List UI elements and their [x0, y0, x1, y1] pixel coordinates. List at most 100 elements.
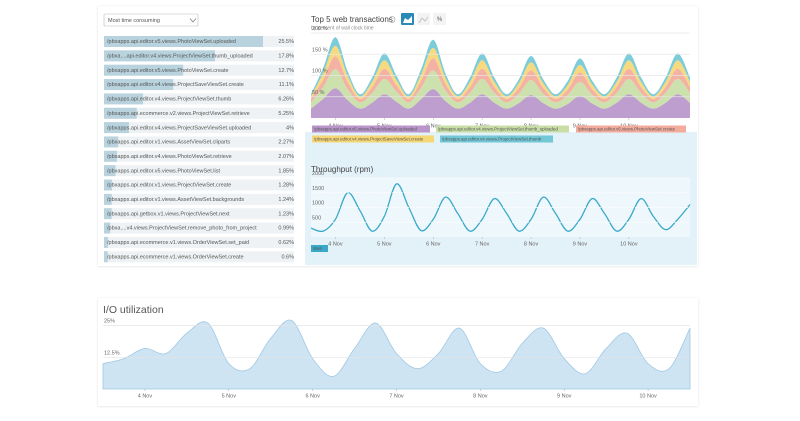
transaction-name[interactable]: /pbxapps.api.editor.v4.views.ProjectView…	[107, 97, 231, 103]
value-label: 2.07%	[278, 154, 294, 160]
area	[102, 319, 691, 390]
y-tick-label: 1500	[312, 186, 324, 192]
transaction-name[interactable]: /pbxapps.api.editor.v4.views.ProjectSave…	[107, 125, 251, 131]
value-label: 0.99%	[278, 226, 294, 232]
transaction-name[interactable]: /pbxapps.api.editor.v5.views.PhotoViewSe…	[107, 168, 220, 174]
row-bg	[104, 150, 294, 162]
row-bg	[104, 79, 294, 91]
bar	[104, 64, 184, 76]
help-icon[interactable]	[388, 16, 396, 23]
value-label: 1.85%	[278, 168, 294, 174]
legend-chip[interactable]	[312, 125, 430, 133]
area	[311, 88, 690, 118]
y-tick-label: 12.5%	[104, 350, 120, 356]
icon: %	[437, 17, 443, 23]
x-tick-label: 6 Nov	[426, 241, 441, 247]
y-tick-label: 1000	[312, 201, 324, 207]
legend-label[interactable]: /pbxapps.api.editor.v4.views.ProjectView…	[438, 126, 558, 131]
transaction-name[interactable]: /pbxapps.api.editor.v1.views.AssetViewSe…	[107, 140, 230, 146]
x-tick-label: 9 Nov	[557, 393, 572, 399]
x-tick-label: 8 Nov	[473, 393, 488, 399]
transaction-name[interactable]: /pbxapps.api.ecommerce.v1.views.OrderVie…	[107, 240, 249, 246]
transaction-name[interactable]: /pbxapps.api.editor.v1.views.ProjectView…	[107, 183, 231, 189]
y-tick-label: 200 %	[312, 26, 328, 32]
chart-title: Throughput (rpm)	[311, 165, 374, 174]
row-bg	[104, 222, 294, 234]
row-bg	[104, 236, 294, 248]
value-label: 1.28%	[278, 183, 294, 189]
y-tick-label: 150 %	[312, 47, 328, 53]
legend-chip[interactable]	[440, 135, 553, 143]
dropdown-label[interactable]: Most time consuming	[108, 18, 160, 24]
bar	[104, 179, 112, 191]
x-tick-label: 10 Nov	[639, 393, 657, 399]
legend-label[interactable]: /pbxapps.api.editor.v5.views.PhotoViewSe…	[314, 126, 417, 131]
transaction-name[interactable]: /pbxapps.api.ecommerce.v1.views.OrderVie…	[107, 254, 244, 260]
y-tick-label: 100 %	[312, 69, 328, 75]
bar	[104, 50, 215, 62]
bar	[104, 93, 144, 105]
row-bg	[104, 251, 294, 263]
value-label: 11.1%	[279, 82, 294, 88]
transaction-name[interactable]: /pbxapps.api.editor.v1.views.AssetViewSe…	[107, 197, 244, 203]
bar	[104, 236, 108, 248]
value-label: 4%	[286, 125, 294, 131]
bar	[104, 107, 137, 119]
legend-label[interactable]: /pbxapps.api.editor.v4.views.ProjectSave…	[314, 136, 424, 141]
value-label: 17.8%	[278, 54, 294, 60]
area	[311, 56, 690, 103]
view-button[interactable]	[401, 13, 414, 25]
value-label: 1.23%	[278, 211, 294, 217]
bar	[104, 251, 108, 263]
value-label: 12.7%	[278, 68, 294, 74]
row-bg	[104, 165, 294, 177]
dropdown[interactable]	[103, 13, 199, 27]
icon	[403, 16, 412, 23]
transaction-name[interactable]: /pbxapps.api.editor.v4.views.ProjectSave…	[107, 82, 244, 88]
value-label: 0.62%	[278, 240, 294, 246]
bar	[104, 136, 119, 148]
row-bg	[104, 136, 294, 148]
x-tick-label: 6 Nov	[305, 393, 320, 399]
icon	[418, 16, 429, 24]
row-bg	[104, 193, 294, 205]
x-tick-label: 4 Nov	[138, 393, 153, 399]
row-bg	[104, 179, 294, 191]
x-tick-label: 6 Nov	[426, 123, 441, 129]
row-bg	[104, 107, 294, 119]
x-tick-label: 4 Nov	[328, 241, 343, 247]
row-bg	[104, 64, 294, 76]
view-button[interactable]	[433, 13, 446, 25]
chart-subtitle: by percent of wall clock time	[311, 25, 374, 31]
legend-label[interactable]: Web	[313, 246, 323, 251]
x-tick-label: 7 Nov	[475, 241, 490, 247]
bar	[104, 36, 263, 47]
transaction-name[interactable]: /pbxapps.api.getbox.v1.views.ProjectView…	[107, 211, 230, 217]
transaction-name[interactable]: /pbxapps.api.editor.v5.views.PhotoViewSe…	[107, 39, 236, 45]
x-tick-label: 5 Nov	[222, 393, 237, 399]
transaction-name[interactable]: /pbxapps.api.editor.v5.views.PhotoViewSe…	[107, 68, 229, 74]
area	[311, 69, 690, 109]
line	[310, 183, 691, 233]
legend-chip[interactable]	[312, 135, 434, 143]
y-tick-label: 50 %	[312, 90, 325, 96]
transaction-name[interactable]: /pbxa....v4.views.ProjectViewSet.remove_…	[107, 226, 257, 232]
dropdown-caret	[189, 18, 197, 23]
bar	[104, 150, 117, 162]
row-bg	[104, 208, 294, 220]
value-label: 2.27%	[278, 140, 294, 146]
y-tick-label: 2000	[312, 171, 324, 177]
legend-chip[interactable]	[311, 245, 328, 252]
legend-chip[interactable]	[576, 125, 686, 133]
transaction-name[interactable]: /pbxapps.api.ecommerce.v2.views.ProjectV…	[107, 111, 250, 117]
bar	[104, 193, 112, 205]
x-tick-label: 5 Nov	[377, 241, 392, 247]
legend-label[interactable]: /pbxapps.api.editor.v5.views.PhotoViewSe…	[578, 126, 676, 131]
transaction-name[interactable]: /pbxa....api.editor.v4.views.ProjectView…	[107, 54, 253, 60]
legend-label[interactable]: /pbxapps.api.editor.v4.views.ProjectView…	[442, 136, 542, 141]
value-label: 6.26%	[278, 97, 294, 103]
transaction-name[interactable]: /pbxapps.api.editor.v4.views.PhotoViewSe…	[107, 154, 232, 160]
row-bg	[104, 122, 294, 134]
legend-chip[interactable]	[436, 125, 569, 133]
